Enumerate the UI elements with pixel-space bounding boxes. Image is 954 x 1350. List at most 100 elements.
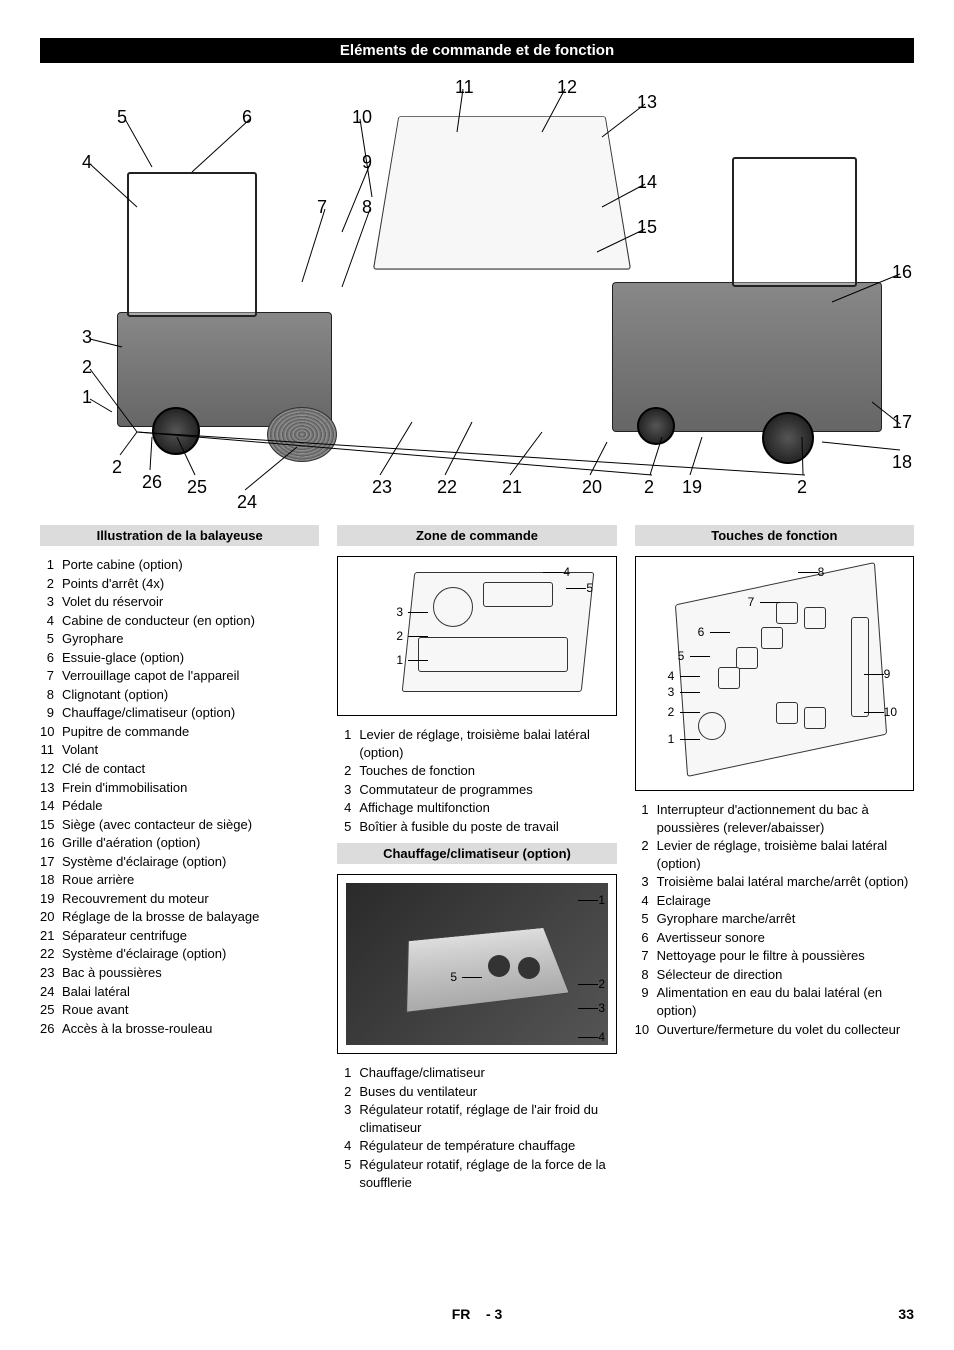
callout-6: 6 [242,107,252,128]
list-item-number: 5 [337,818,359,836]
callout-17: 17 [892,412,912,433]
list-item-text: Levier de réglage, troisième balai latér… [657,837,914,872]
subfig-callout-4: 4 [598,1030,605,1044]
list-item-text: Gyrophare marche/arrêt [657,910,914,928]
col3-list: 1Interrupteur d'actionnement du bac à po… [635,801,914,1038]
list-item-number: 19 [40,890,62,908]
subfig-callout-1: 1 [668,732,675,746]
list-item-text: Boîtier à fusible du poste de travail [359,818,616,836]
footer-page-local: 3 [495,1306,503,1322]
list-item: 11Volant [40,741,319,759]
list-item-number: 2 [635,837,657,872]
list-item-number: 2 [40,575,62,593]
callout-2: 2 [644,477,654,498]
list-item-number: 7 [40,667,62,685]
list-item-text: Réglage de la brosse de balayage [62,908,319,926]
list-item: 20Réglage de la brosse de balayage [40,908,319,926]
list-item: 3Troisième balai latéral marche/arrêt (o… [635,873,914,891]
list-item: 14Pédale [40,797,319,815]
heating-figure: 12345 [337,874,616,1054]
list-item: 18Roue arrière [40,871,319,889]
list-item: 2Touches de fonction [337,762,616,780]
callout-23: 23 [372,477,392,498]
list-item: 15Siège (avec contacteur de siège) [40,816,319,834]
list-item-text: Roue avant [62,1001,319,1019]
list-item: 9Alimentation en eau du balai latéral (e… [635,984,914,1019]
list-item: 10Ouverture/fermeture du volet du collec… [635,1021,914,1039]
col1-header: Illustration de la balayeuse [40,525,319,546]
callout-16: 16 [892,262,912,283]
list-item-text: Système d'éclairage (option) [62,853,319,871]
list-item-number: 6 [40,649,62,667]
callout-3: 3 [82,327,92,348]
list-item-number: 24 [40,983,62,1001]
list-item-number: 1 [337,726,359,761]
callout-7: 7 [317,197,327,218]
callout-12: 12 [557,77,577,98]
list-item: 5Gyrophare marche/arrêt [635,910,914,928]
list-item: 2Buses du ventilateur [337,1083,616,1101]
callout-5: 5 [117,107,127,128]
callout-2: 2 [112,457,122,478]
list-item: 7Verrouillage capot de l'appareil [40,667,319,685]
list-item-number: 8 [40,686,62,704]
list-item-number: 25 [40,1001,62,1019]
list-item: 6Essuie-glace (option) [40,649,319,667]
callout-4: 4 [82,152,92,173]
list-item-text: Points d'arrêt (4x) [62,575,319,593]
callout-26: 26 [142,472,162,493]
list-item-text: Régulateur rotatif, réglage de l'air fro… [359,1101,616,1136]
list-item: 5Régulateur rotatif, réglage de la force… [337,1156,616,1191]
list-item-text: Cabine de conducteur (en option) [62,612,319,630]
col2-header: Zone de commande [337,525,616,546]
list-item: 3Commutateur de programmes [337,781,616,799]
list-item-text: Séparateur centrifuge [62,927,319,945]
list-item-text: Frein d'immobilisation [62,779,319,797]
list-item: 4Régulateur de température chauffage [337,1137,616,1155]
list-item-number: 26 [40,1020,62,1038]
list-item-text: Bac à poussières [62,964,319,982]
subfig-callout-3: 3 [396,605,403,619]
subfig-callout-2: 2 [598,977,605,991]
list-item-number: 5 [40,630,62,648]
callout-22: 22 [437,477,457,498]
list-item-number: 21 [40,927,62,945]
list-item: 7Nettoyage pour le filtre à poussières [635,947,914,965]
col2-list1: 1Levier de réglage, troisième balai laté… [337,726,616,835]
list-item-text: Volant [62,741,319,759]
page-title-bar: Eléments de commande et de fonction [40,38,914,63]
subfig-callout-2: 2 [668,705,675,719]
subfig-callout-5: 5 [678,649,685,663]
list-item-text: Roue arrière [62,871,319,889]
list-item-number: 9 [40,704,62,722]
list-item-text: Essuie-glace (option) [62,649,319,667]
list-item: 1Porte cabine (option) [40,556,319,574]
list-item: 3Volet du réservoir [40,593,319,611]
callout-18: 18 [892,452,912,473]
list-item: 21Séparateur centrifuge [40,927,319,945]
col2-header2: Chauffage/climatiseur (option) [337,843,616,864]
list-item: 1Levier de réglage, troisième balai laté… [337,726,616,761]
callout-20: 20 [582,477,602,498]
list-item-text: Recouvrement du moteur [62,890,319,908]
list-item-text: Levier de réglage, troisième balai latér… [359,726,616,761]
list-item-number: 7 [635,947,657,965]
list-item: 26Accès à la brosse-rouleau [40,1020,319,1038]
list-item-number: 6 [635,929,657,947]
list-item-number: 4 [337,799,359,817]
list-item-number: 20 [40,908,62,926]
callout-10: 10 [352,107,372,128]
list-item: 24Balai latéral [40,983,319,1001]
list-item-number: 18 [40,871,62,889]
list-item-text: Système d'éclairage (option) [62,945,319,963]
list-item-text: Gyrophare [62,630,319,648]
list-item-text: Régulateur de température chauffage [359,1137,616,1155]
list-item-text: Ouverture/fermeture du volet du collecte… [657,1021,914,1039]
list-item-number: 2 [337,762,359,780]
list-item-text: Chauffage/climatiseur [359,1064,616,1082]
subfig-callout-3: 3 [598,1001,605,1015]
list-item: 3Régulateur rotatif, réglage de l'air fr… [337,1101,616,1136]
list-item-number: 10 [635,1021,657,1039]
list-item-text: Commutateur de programmes [359,781,616,799]
list-item-text: Volet du réservoir [62,593,319,611]
